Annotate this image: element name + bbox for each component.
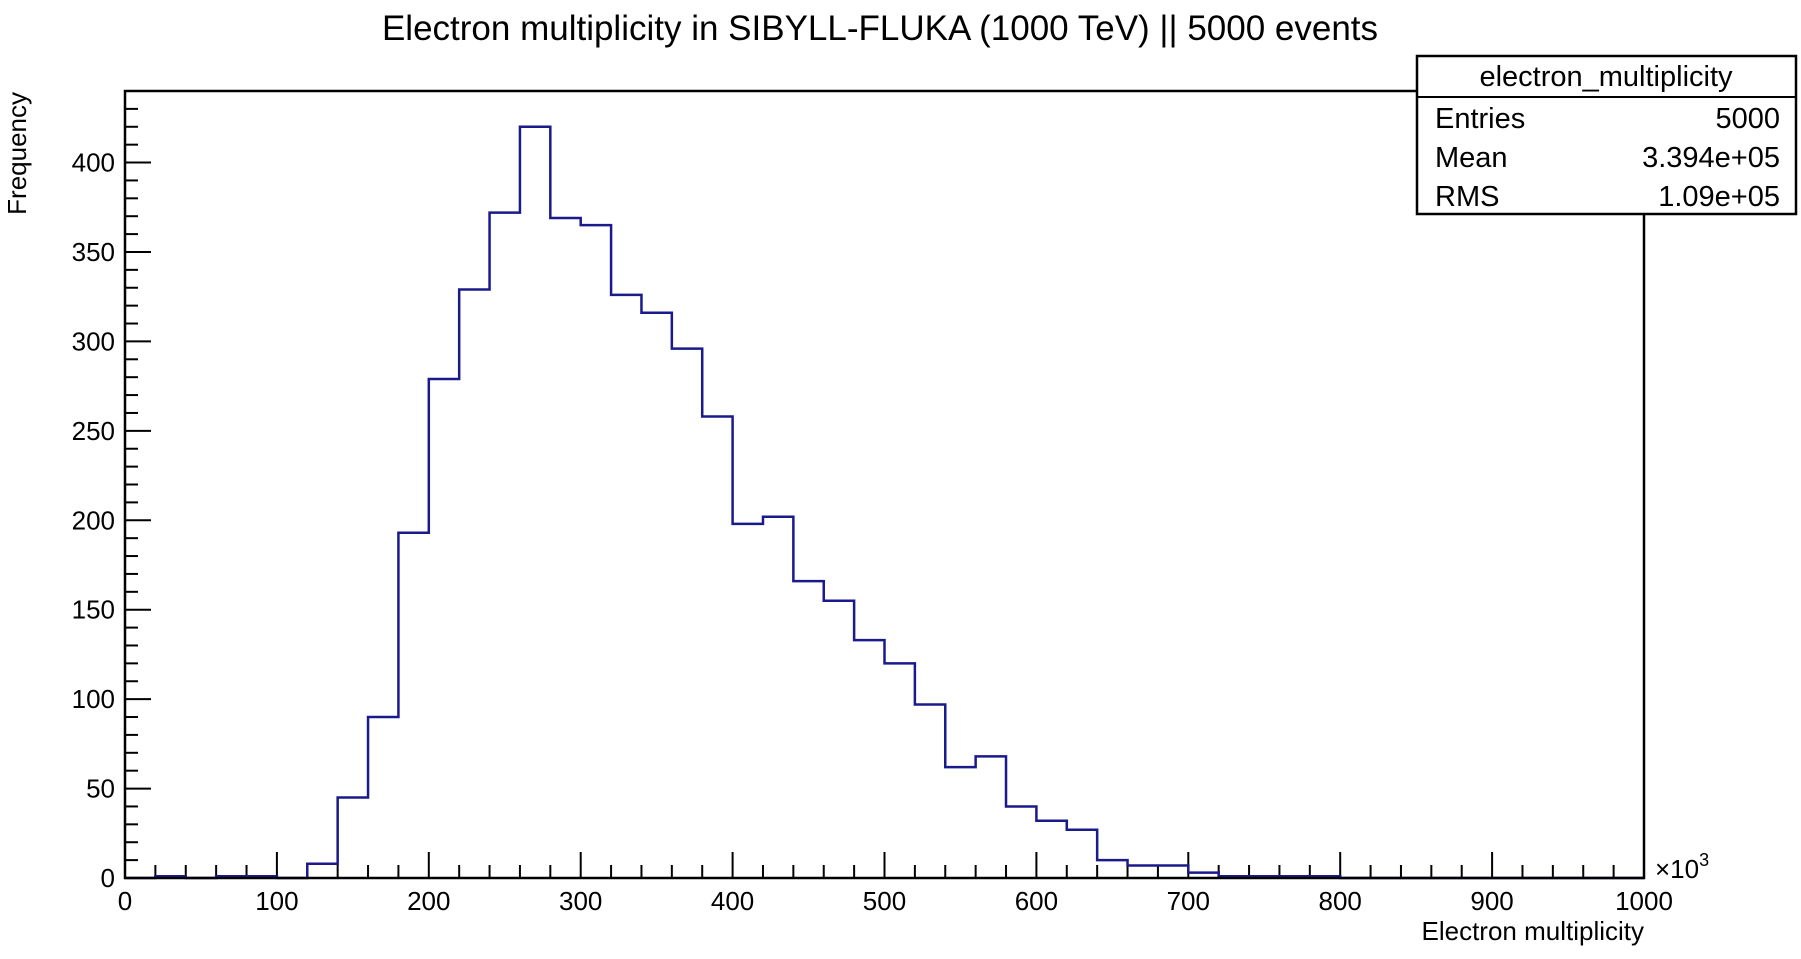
- x-tick-label: 300: [559, 886, 602, 916]
- stats-value-mean: 3.394e+05: [1642, 142, 1780, 174]
- x-axis-label: Electron multiplicity: [1421, 916, 1644, 946]
- x-tick-label: 400: [711, 886, 754, 916]
- axis-ticks: 0 100 200 300 400 500 600 700 800 900 1000 0 50 100 15…: [72, 90, 1673, 916]
- x-exponent-base: ×10: [1655, 854, 1699, 884]
- stats-label-entries: Entries: [1435, 103, 1525, 135]
- x-tick-label: 800: [1319, 886, 1362, 916]
- x-tick-label: 600: [1015, 886, 1058, 916]
- y-tick-label: 50: [86, 774, 115, 804]
- y-tick-label: 100: [72, 684, 115, 714]
- y-tick-label: 300: [72, 326, 115, 356]
- y-tick-label: 150: [72, 595, 115, 625]
- stats-box-title: electron_multiplicity: [1479, 61, 1733, 93]
- x-tick-label: 900: [1470, 886, 1513, 916]
- x-tick-label: 700: [1167, 886, 1210, 916]
- y-tick-label: 0: [101, 863, 115, 893]
- stats-label-rms: RMS: [1435, 181, 1499, 213]
- chart-title: Electron multiplicity in SIBYLL-FLUKA (1…: [382, 9, 1378, 48]
- y-axis-label: Frequency: [2, 92, 32, 215]
- x-tick-label: 0: [118, 886, 132, 916]
- y-tick-label: 250: [72, 416, 115, 446]
- x-exponent-power: 3: [1699, 850, 1709, 870]
- histogram-series: [125, 125, 1644, 880]
- stats-label-mean: Mean: [1435, 142, 1508, 174]
- y-tick-label: 350: [72, 237, 115, 267]
- x-tick-label: 500: [863, 886, 906, 916]
- x-tick-label: 1000: [1615, 886, 1673, 916]
- plot-frame: [123, 89, 1646, 880]
- x-tick-label: 100: [255, 886, 298, 916]
- stats-value-entries: 5000: [1715, 103, 1780, 135]
- stats-box-background: [1415, 54, 1798, 216]
- x-tick-label: 200: [407, 886, 450, 916]
- x-axis-exponent: ×103: [1655, 850, 1709, 884]
- y-tick-label: 200: [72, 505, 115, 535]
- stats-value-rms: 1.09e+05: [1658, 181, 1780, 213]
- y-tick-label: 400: [72, 148, 115, 178]
- stats-box: electron_multiplicity Entries 5000 Mean …: [1415, 54, 1798, 216]
